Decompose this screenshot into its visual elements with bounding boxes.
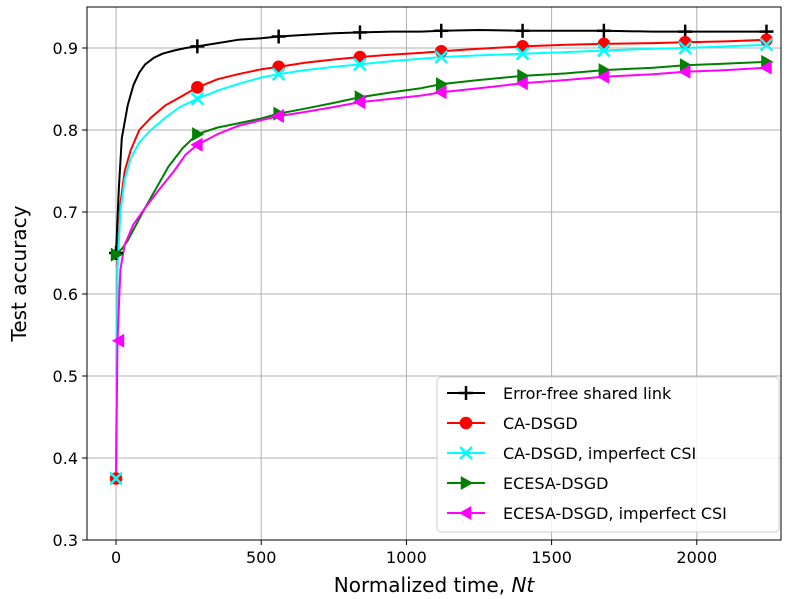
x-marker bbox=[597, 43, 611, 58]
plus-marker bbox=[271, 29, 286, 44]
series-line-2 bbox=[115, 38, 767, 479]
legend-label: CA-DSGD, imperfect CSI bbox=[503, 444, 696, 463]
circle-marker bbox=[191, 81, 204, 94]
triangle-right-marker bbox=[110, 247, 124, 262]
legend-label: CA-DSGD bbox=[503, 414, 578, 433]
triangle-right-marker bbox=[192, 127, 205, 142]
triangle-left-marker bbox=[111, 333, 125, 348]
plus-marker bbox=[352, 25, 367, 40]
triangle-left-marker bbox=[271, 109, 284, 124]
triangle-right-marker bbox=[436, 77, 449, 92]
x-marker bbox=[759, 37, 774, 52]
x-marker bbox=[515, 46, 530, 61]
legend-item: ECESA-DSGD bbox=[447, 474, 608, 493]
circle-marker bbox=[459, 416, 473, 430]
x-tick-label: 0 bbox=[111, 548, 121, 567]
series-line-5 bbox=[115, 66, 767, 479]
x-marker bbox=[271, 67, 286, 82]
legend: Error-free shared link CA-DSGD CA-DSGD, im… bbox=[436, 376, 780, 533]
plus-marker bbox=[190, 39, 205, 54]
y-tick-label: 0.9 bbox=[53, 39, 78, 58]
plus-marker bbox=[596, 23, 611, 38]
series-line-1 bbox=[115, 29, 767, 254]
triangle-left-marker bbox=[190, 137, 203, 152]
x-marker bbox=[434, 50, 449, 64]
x-marker bbox=[459, 446, 473, 460]
series-lines bbox=[115, 29, 767, 479]
legend-item: ECESA-DSGD, imperfect CSI bbox=[447, 504, 727, 523]
series-line-4 bbox=[115, 60, 767, 256]
triangle-right-marker bbox=[598, 63, 611, 78]
x-marker bbox=[678, 41, 693, 55]
triangle-left-marker bbox=[759, 60, 772, 75]
y-tick-label: 0.4 bbox=[53, 449, 78, 468]
legend-box bbox=[436, 376, 780, 533]
x-axis-label-variable: Nt bbox=[511, 573, 535, 597]
x-marker bbox=[190, 92, 205, 106]
series-line-3 bbox=[115, 43, 767, 479]
legend-item: Error-free shared link bbox=[447, 384, 672, 403]
x-axis-label: Normalized time, Nt bbox=[334, 573, 536, 597]
plus-marker bbox=[434, 23, 449, 38]
legend-label: ECESA-DSGD, imperfect CSI bbox=[503, 504, 727, 523]
legend-item: CA-DSGD bbox=[447, 414, 578, 433]
triangle-right-marker bbox=[460, 476, 473, 490]
y-tick-label: 0.7 bbox=[53, 203, 78, 222]
legend-label: Error-free shared link bbox=[503, 384, 672, 403]
x-tick-label: 500 bbox=[246, 548, 277, 567]
legend-label: ECESA-DSGD bbox=[503, 474, 608, 493]
series-markers bbox=[109, 23, 774, 486]
triangle-left-marker bbox=[596, 69, 610, 84]
triangle-right-marker bbox=[679, 58, 693, 73]
circle-marker bbox=[597, 37, 611, 51]
y-tick-label: 0.5 bbox=[53, 367, 78, 386]
x-tick-label: 1000 bbox=[386, 548, 427, 567]
x-marker bbox=[109, 471, 123, 486]
legend-item: CA-DSGD, imperfect CSI bbox=[447, 444, 696, 463]
y-tick-label: 0.8 bbox=[53, 121, 78, 140]
y-axis-label: Test accuracy bbox=[7, 205, 31, 342]
triangle-left-marker bbox=[352, 95, 366, 110]
x-axis-label-prefix: Normalized time, bbox=[334, 573, 512, 597]
x-tick-label: 1500 bbox=[531, 548, 572, 567]
triangle-left-marker bbox=[515, 76, 528, 91]
x-tick-label: 2000 bbox=[676, 548, 717, 567]
y-tick-label: 0.6 bbox=[53, 285, 78, 304]
triangle-left-marker bbox=[678, 64, 691, 79]
triangle-left-marker bbox=[459, 506, 472, 520]
plus-marker bbox=[515, 23, 530, 38]
plot-frame bbox=[86, 6, 782, 541]
plus-marker bbox=[459, 386, 473, 400]
triangle-right-marker bbox=[517, 68, 530, 83]
triangle-left-marker bbox=[434, 85, 447, 100]
y-tick-label: 0.3 bbox=[53, 531, 78, 550]
x-marker bbox=[353, 57, 367, 72]
axis-ticks: 0 500 1000 1500 2000 0.3 0.4 0.5 0.6 0.7 0.8 0.9 bbox=[53, 39, 718, 567]
